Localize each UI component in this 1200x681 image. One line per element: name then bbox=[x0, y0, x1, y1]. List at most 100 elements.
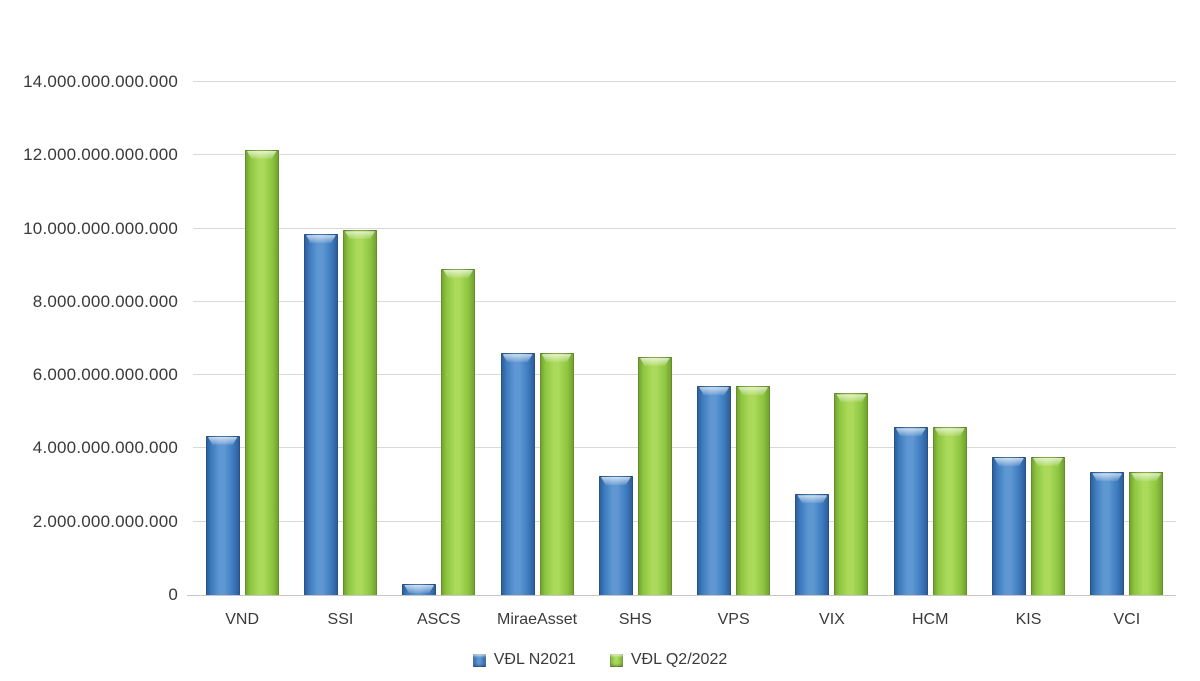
gridline bbox=[193, 300, 1176, 302]
category-group-ascs bbox=[390, 82, 488, 595]
legend-label: VĐL N2021 bbox=[493, 651, 576, 668]
bar-ascs-series-1 bbox=[441, 268, 476, 595]
category-group-vix bbox=[783, 82, 881, 595]
bar-bevel-highlight bbox=[246, 150, 277, 159]
bar-edge bbox=[992, 457, 1026, 595]
category-group-vps bbox=[684, 82, 782, 595]
y-tick-label: 8.000.000.000.000 bbox=[32, 291, 178, 311]
y-tick-label: 2.000.000.000.000 bbox=[32, 511, 178, 531]
category-group-ssi bbox=[291, 82, 389, 595]
x-tick-label-miraeasset: MiraeAsset bbox=[497, 611, 578, 628]
plot-area bbox=[187, 81, 1176, 596]
bar-vci-series-0 bbox=[1090, 472, 1125, 595]
bar-bevel-highlight bbox=[994, 457, 1025, 466]
bar-edge bbox=[343, 230, 377, 595]
legend-item-series-0: VĐL N2021 bbox=[472, 651, 576, 669]
x-tick-label-vci: VCI bbox=[1113, 611, 1141, 628]
x-tick-label-vps: VPS bbox=[717, 611, 750, 628]
bar-bevel-highlight bbox=[1033, 457, 1064, 466]
bar-edge bbox=[697, 386, 731, 595]
y-tick-label: 6.000.000.000.000 bbox=[32, 365, 178, 385]
bar-ssi-series-1 bbox=[342, 230, 377, 595]
legend-label: VĐL Q2/2022 bbox=[630, 651, 728, 668]
bar-vci-series-1 bbox=[1129, 472, 1164, 595]
bar-bevel-highlight bbox=[1131, 473, 1162, 482]
y-tick-label: 0 bbox=[168, 585, 178, 604]
bar-edge bbox=[736, 386, 770, 595]
bar-edge bbox=[501, 353, 535, 595]
bar-bevel-highlight bbox=[404, 585, 435, 594]
bar-shs-series-1 bbox=[637, 356, 672, 595]
gridline bbox=[193, 447, 1176, 449]
bar-bevel-highlight bbox=[344, 231, 375, 240]
bar-vnd-series-1 bbox=[244, 149, 279, 595]
legend-swatch-green bbox=[609, 653, 623, 667]
bar-shs-series-0 bbox=[598, 475, 633, 595]
gridline bbox=[193, 154, 1176, 156]
bar-edge bbox=[441, 269, 475, 595]
x-tick-label-kis: KIS bbox=[1015, 611, 1042, 628]
bar-bevel-highlight bbox=[207, 436, 238, 445]
bar-bevel-highlight bbox=[895, 428, 926, 437]
bar-bevel-highlight bbox=[541, 354, 572, 363]
bar-bevel-highlight bbox=[502, 354, 533, 363]
bar-edge bbox=[540, 353, 574, 595]
bar-edge bbox=[599, 476, 633, 595]
bar-edge bbox=[1090, 472, 1124, 595]
gridline bbox=[193, 374, 1176, 376]
gridline bbox=[193, 520, 1176, 522]
bar-bevel-highlight bbox=[699, 387, 730, 396]
bar-bevel-highlight bbox=[934, 428, 965, 437]
x-tick-label-ssi: SSI bbox=[327, 611, 354, 628]
bar-edge bbox=[1031, 457, 1065, 595]
bar-bevel-highlight bbox=[836, 394, 867, 403]
bar-edge bbox=[894, 427, 928, 595]
category-group-kis bbox=[979, 82, 1077, 595]
x-tick-label-vix: VIX bbox=[819, 611, 845, 628]
y-axis: 0 2.000.000.000.000 4.000.000.000.000 6.000… bbox=[0, 72, 178, 604]
bar-bevel-highlight bbox=[443, 269, 474, 278]
bar-miraeasset-series-1 bbox=[539, 353, 574, 595]
bars-row bbox=[193, 82, 1176, 595]
bar-edge bbox=[795, 494, 829, 595]
category-group-shs bbox=[586, 82, 684, 595]
y-tick-label: 12.000.000.000.000 bbox=[23, 145, 178, 165]
bar-bevel-highlight bbox=[738, 387, 769, 396]
x-tick-label-vnd: VND bbox=[225, 611, 260, 628]
bar-kis-series-0 bbox=[992, 456, 1027, 595]
category-group-hcm bbox=[881, 82, 979, 595]
bar-hcm-series-0 bbox=[893, 427, 928, 595]
x-tick-label-hcm: HCM bbox=[912, 611, 949, 628]
gridline bbox=[193, 81, 1176, 82]
bar-edge bbox=[304, 234, 338, 595]
y-tick-label: 14.000.000.000.000 bbox=[23, 72, 178, 91]
x-axis: VND SSI ASCS MiraeAsset SHS VPS VIX HCM KIS VCI bbox=[193, 605, 1176, 635]
bar-bevel-highlight bbox=[639, 357, 670, 366]
y-tick-label: 4.000.000.000.000 bbox=[32, 438, 178, 458]
bar-vnd-series-0 bbox=[205, 435, 240, 595]
bar-bevel-highlight bbox=[797, 495, 828, 504]
bar-kis-series-1 bbox=[1031, 456, 1066, 595]
category-group-vnd bbox=[193, 82, 291, 595]
bar-bevel-highlight bbox=[600, 476, 631, 485]
x-axis-line bbox=[187, 595, 1176, 596]
bar-vps-series-1 bbox=[736, 386, 771, 595]
bar-edge bbox=[206, 436, 240, 595]
bar-edge bbox=[638, 357, 672, 595]
bar-edge bbox=[933, 427, 967, 595]
x-tick-label-shs: SHS bbox=[618, 611, 652, 628]
bar-vix-series-0 bbox=[795, 494, 830, 595]
bar-ascs-series-0 bbox=[402, 584, 437, 595]
bar-bevel-highlight bbox=[305, 235, 336, 244]
bar-vps-series-0 bbox=[697, 386, 732, 595]
bar-bevel-highlight bbox=[1092, 473, 1123, 482]
gridline bbox=[193, 227, 1176, 229]
bar-edge bbox=[245, 150, 279, 595]
category-group-vci bbox=[1078, 82, 1176, 595]
y-tick-label: 10.000.000.000.000 bbox=[23, 218, 178, 238]
bar-miraeasset-series-0 bbox=[500, 353, 535, 595]
legend-swatch-blue bbox=[472, 653, 486, 667]
bar-edge bbox=[834, 393, 868, 595]
legend: VĐL N2021 VĐL Q2/2022 bbox=[0, 646, 1200, 674]
